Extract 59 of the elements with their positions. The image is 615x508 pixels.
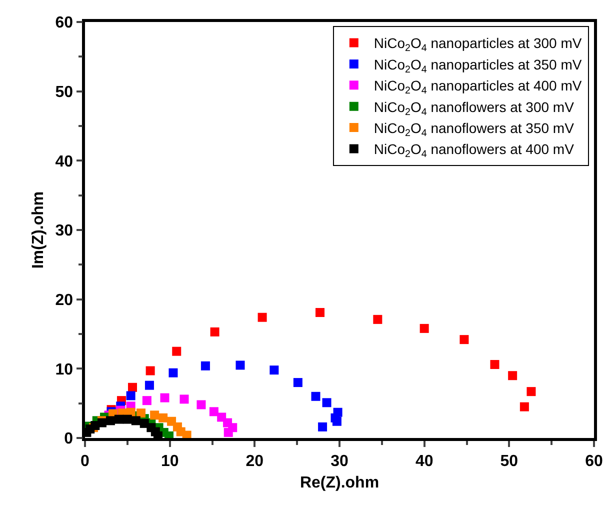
legend-label: NiCo$_{2}$O$_{4}$ nanoflowers at 300 mV	[374, 98, 575, 118]
y-tick-label: 0	[64, 430, 74, 448]
point	[224, 428, 233, 437]
y-tick-label: 30	[55, 222, 74, 240]
legend-label: NiCo$_{2}$O$_{4}$ nanoparticles at 400 mV	[374, 78, 582, 97]
legend-label: NiCo$_{2}$O$_{4}$ nanoparticles at 300 mV	[374, 35, 582, 54]
point	[136, 408, 146, 418]
point	[196, 400, 206, 410]
point	[172, 346, 182, 356]
point	[209, 407, 218, 416]
x-tick-label: 20	[246, 452, 264, 470]
point	[150, 410, 160, 420]
x-tick-label: 40	[415, 452, 434, 470]
point	[318, 422, 328, 432]
x-tick-label: 30	[330, 452, 348, 470]
point	[520, 402, 529, 412]
x-tick-label: 0	[80, 452, 90, 470]
point	[160, 393, 170, 402]
point	[142, 396, 152, 406]
point	[144, 380, 154, 390]
y-tick-label: 20	[55, 292, 74, 309]
point	[180, 394, 189, 404]
point	[490, 360, 500, 370]
point	[332, 416, 342, 426]
point	[270, 366, 279, 375]
x-tick-label: 60	[585, 452, 603, 470]
point	[508, 371, 518, 380]
legend-label: NiCo$_{2}$O$_{4}$ nanoparticles at 350 mV	[374, 56, 582, 76]
point	[168, 368, 178, 378]
x-tick-label: 50	[500, 452, 518, 470]
point	[126, 391, 136, 400]
point	[526, 387, 536, 396]
point	[106, 416, 115, 426]
x-axis-title: Re(Z).ohm	[300, 474, 380, 492]
point	[158, 413, 168, 422]
legend-label: NiCo$_{2}$O$_{4}$ nanoflowers at 350 mV	[374, 120, 575, 139]
x-tick-label: 10	[160, 452, 179, 470]
point	[131, 416, 140, 426]
legend-label: NiCo$_{2}$O$_{4}$ nanoflowers at 400 mV	[374, 141, 575, 160]
point	[258, 312, 267, 322]
point	[373, 314, 382, 324]
point	[210, 327, 220, 336]
point	[322, 398, 332, 408]
y-tick-label: 50	[55, 84, 74, 101]
point	[122, 414, 132, 424]
point	[146, 366, 155, 376]
point	[114, 414, 124, 424]
y-axis-title: Im(Z).ohm	[30, 191, 48, 269]
point	[315, 308, 324, 318]
point	[236, 360, 245, 370]
y-tick-label: 60	[55, 14, 74, 32]
point	[200, 361, 210, 370]
y-tick-label: 10	[55, 361, 74, 378]
point	[293, 378, 302, 388]
point	[311, 392, 320, 401]
y-tick-label: 40	[55, 153, 74, 170]
point	[420, 324, 429, 333]
point	[460, 335, 469, 344]
point	[128, 382, 138, 392]
